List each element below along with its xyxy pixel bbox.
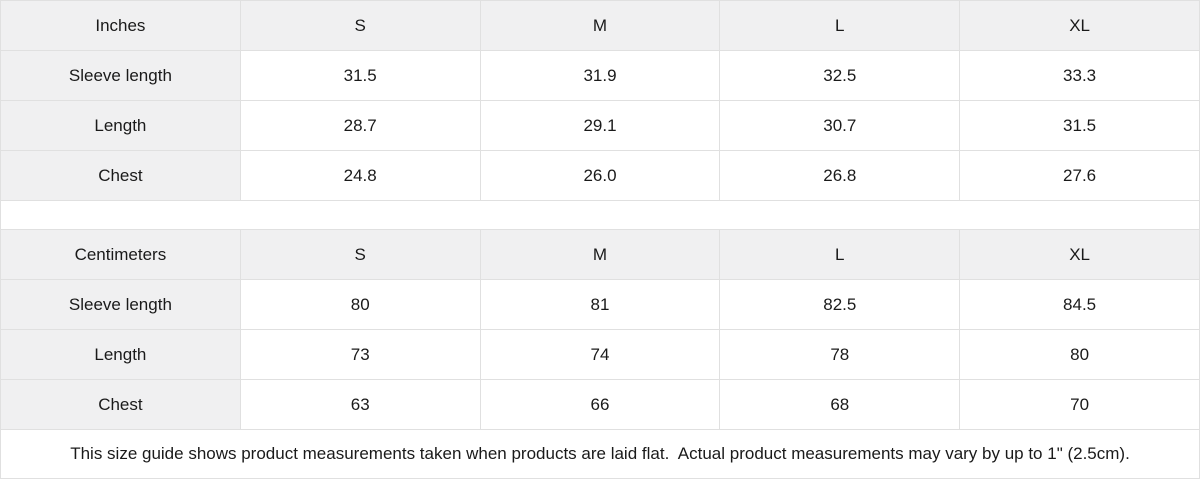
table-row: Chest 24.8 26.0 26.8 27.6: [0, 150, 1200, 201]
measurement-cell: 32.5: [719, 50, 961, 101]
table-row: Length 73 74 78 80: [0, 329, 1200, 380]
measurement-cell: 28.7: [239, 100, 481, 151]
centimeters-size-table: Centimeters S M L XL Sleeve length 80 81…: [0, 229, 1200, 430]
measurement-cell: 84.5: [959, 279, 1200, 330]
table-gap: [0, 201, 1200, 229]
table-row: Sleeve length 80 81 82.5 84.5: [0, 279, 1200, 330]
unit-header-centimeters: Centimeters: [0, 229, 241, 280]
size-col-header-l: L: [719, 0, 961, 51]
measurement-cell: 31.5: [239, 50, 481, 101]
measurement-cell: 26.0: [479, 150, 721, 201]
unit-header-inches: Inches: [0, 0, 241, 51]
row-label: Chest: [0, 379, 241, 430]
size-col-header-xl: XL: [959, 229, 1200, 280]
measurement-cell: 70: [959, 379, 1200, 430]
measurement-cell: 81: [479, 279, 721, 330]
header-row: Centimeters S M L XL: [0, 229, 1200, 280]
table-row: Length 28.7 29.1 30.7 31.5: [0, 100, 1200, 151]
measurement-cell: 33.3: [959, 50, 1200, 101]
size-col-header-s: S: [239, 0, 481, 51]
header-row: Inches S M L XL: [0, 0, 1200, 51]
size-col-header-l: L: [719, 229, 961, 280]
measurement-cell: 80: [239, 279, 481, 330]
measurement-cell: 29.1: [479, 100, 721, 151]
measurement-cell: 26.8: [719, 150, 961, 201]
measurement-cell: 66: [479, 379, 721, 430]
measurement-cell: 78: [719, 329, 961, 380]
row-label: Sleeve length: [0, 279, 241, 330]
measurement-cell: 31.5: [959, 100, 1200, 151]
row-label: Length: [0, 329, 241, 380]
measurement-cell: 68: [719, 379, 961, 430]
measurement-cell: 73: [239, 329, 481, 380]
measurement-cell: 74: [479, 329, 721, 380]
size-col-header-m: M: [479, 229, 721, 280]
row-label: Chest: [0, 150, 241, 201]
measurement-cell: 80: [959, 329, 1200, 380]
measurement-cell: 63: [239, 379, 481, 430]
measurement-cell: 30.7: [719, 100, 961, 151]
measurement-cell: 27.6: [959, 150, 1200, 201]
measurement-cell: 31.9: [479, 50, 721, 101]
measurement-cell: 24.8: [239, 150, 481, 201]
size-col-header-xl: XL: [959, 0, 1200, 51]
table-row: Chest 63 66 68 70: [0, 379, 1200, 430]
table-row: Sleeve length 31.5 31.9 32.5 33.3: [0, 50, 1200, 101]
size-guide-note: This size guide shows product measuremen…: [0, 430, 1200, 479]
size-col-header-s: S: [239, 229, 481, 280]
inches-size-table: Inches S M L XL Sleeve length 31.5 31.9 …: [0, 0, 1200, 201]
row-label: Length: [0, 100, 241, 151]
size-col-header-m: M: [479, 0, 721, 51]
note-text: This size guide shows product measuremen…: [70, 444, 1130, 463]
measurement-cell: 82.5: [719, 279, 961, 330]
row-label: Sleeve length: [0, 50, 241, 101]
